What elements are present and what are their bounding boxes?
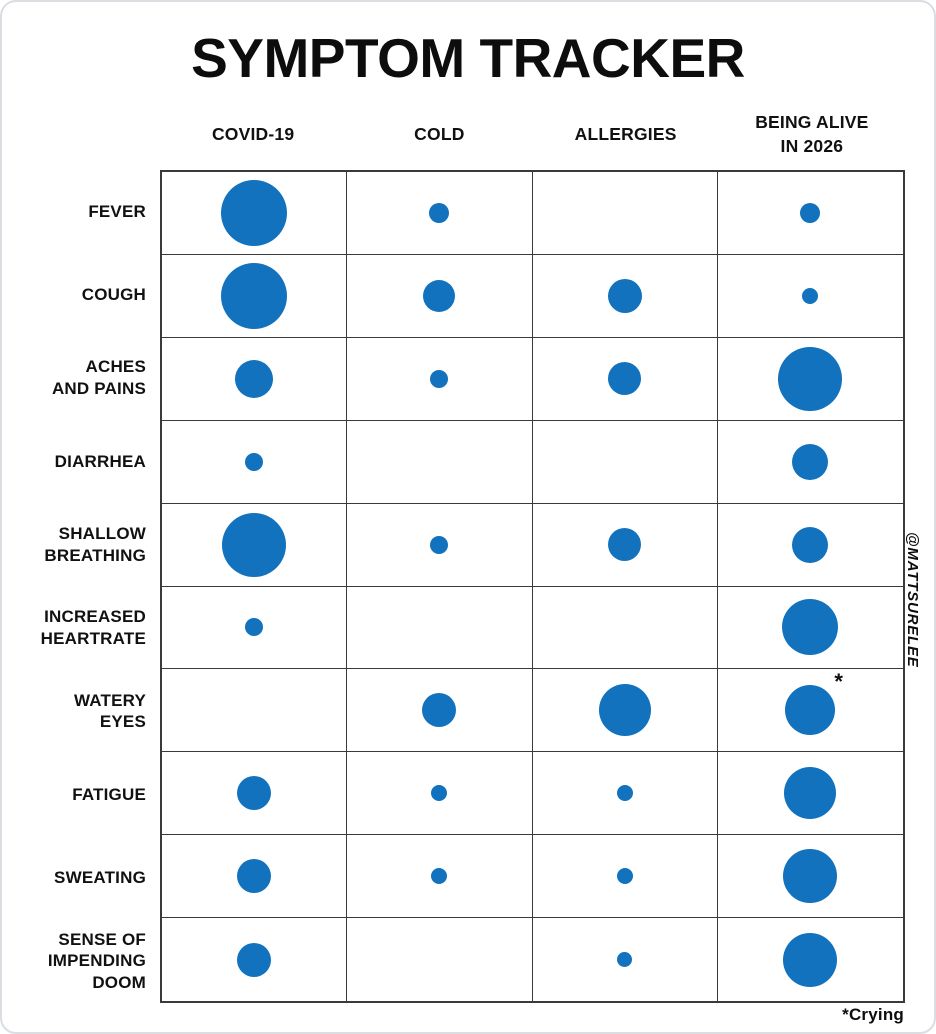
row-label-aches-and-pains: ACHES AND PAINS — [51, 357, 146, 399]
symptom-dot — [423, 279, 456, 312]
symptom-dot — [237, 859, 272, 894]
row-label-cough: COUGH — [81, 285, 146, 305]
cell-diarrhea-cold — [347, 420, 533, 504]
symptom-dot — [783, 849, 838, 904]
column-headers: COVID-19 COLD ALLERGIES BEING ALIVE IN 2026 — [160, 104, 905, 166]
symptom-dot — [431, 785, 448, 802]
row-label-watery-eyes: WATERY EYES — [73, 690, 146, 732]
cell-shallow-breathing-allergies — [532, 503, 718, 587]
symptom-dot — [617, 952, 633, 968]
row-label-sense-of-impending-doom: SENSE OF IMPENDING DOOM — [47, 929, 146, 993]
symptom-dot — [245, 618, 264, 637]
symptom-dot — [778, 346, 843, 411]
cell-sweating-allergies — [532, 835, 718, 919]
symptom-dot — [800, 202, 821, 223]
column-header-allergies: ALLERGIES — [574, 124, 677, 145]
symptom-dot — [608, 362, 642, 396]
column-header-being-alive-in-2026: BEING ALIVE IN 2026 — [755, 112, 869, 156]
symptom-dot — [802, 287, 819, 304]
cell-sweating-cold — [347, 835, 533, 919]
row-label-fever: FEVER — [88, 201, 146, 221]
cell-fatigue-being-alive-in-2026 — [717, 752, 903, 836]
symptom-dot — [616, 785, 633, 802]
row-labels: FEVER COUGH ACHES AND PAINS DIARRHEA SHALLOW B… — [0, 170, 146, 1003]
cell-fever-allergies — [532, 172, 718, 255]
cell-fatigue-allergies — [532, 752, 718, 836]
cell-shallow-breathing-cold — [347, 503, 533, 587]
cell-fatigue-covid-19 — [162, 752, 348, 836]
cell-cough-cold — [347, 254, 533, 338]
symptom-dot — [222, 512, 287, 577]
asterisk-marker: * — [834, 669, 843, 695]
cell-diarrhea-covid-19 — [162, 420, 348, 504]
symptom-dot — [784, 767, 837, 820]
credit-handle: @MATTSURELEE — [904, 532, 921, 668]
cell-aches-and-pains-covid-19 — [162, 337, 348, 421]
symptom-dot — [422, 693, 457, 728]
symptom-dot — [608, 528, 642, 562]
cell-fever-being-alive-in-2026 — [717, 172, 903, 255]
cell-aches-and-pains-cold — [347, 337, 533, 421]
cell-increased-heartrate-allergies — [532, 586, 718, 670]
symptom-dot — [237, 942, 272, 977]
cell-watery-eyes-covid-19 — [162, 669, 348, 753]
cell-fatigue-cold — [347, 752, 533, 836]
cell-cough-covid-19 — [162, 254, 348, 338]
symptom-dot — [237, 776, 272, 811]
cell-increased-heartrate-covid-19 — [162, 586, 348, 670]
cell-cough-being-alive-in-2026 — [717, 255, 903, 338]
cell-fever-cold — [347, 172, 533, 255]
cell-cough-allergies — [532, 254, 718, 338]
symptom-dot — [430, 369, 449, 388]
symptom-dot — [792, 526, 829, 563]
symptom-dot — [607, 278, 642, 313]
cell-sense-of-impending-doom-covid-19 — [162, 918, 348, 1001]
row-label-fatigue: FATIGUE — [72, 784, 146, 804]
cell-sense-of-impending-doom-allergies — [533, 918, 718, 1001]
bubble-matrix: * — [160, 170, 905, 1003]
cell-increased-heartrate-cold — [347, 586, 533, 670]
cell-sense-of-impending-doom-being-alive-in-2026 — [718, 918, 903, 1001]
row-label-sweating: SWEATING — [54, 868, 146, 888]
cell-diarrhea-allergies — [532, 420, 718, 504]
symptom-dot — [429, 202, 450, 223]
cell-increased-heartrate-being-alive-in-2026 — [717, 587, 903, 670]
column-header-cold: COLD — [414, 124, 465, 145]
cell-aches-and-pains-being-alive-in-2026 — [717, 338, 903, 421]
cell-shallow-breathing-covid-19 — [162, 503, 348, 587]
cell-shallow-breathing-being-alive-in-2026 — [717, 504, 903, 587]
symptom-dot — [598, 684, 651, 737]
row-label-diarrhea: DIARRHEA — [54, 451, 146, 471]
cell-sense-of-impending-doom-cold — [347, 918, 533, 1001]
cell-fever-covid-19 — [162, 172, 348, 255]
symptom-dot — [221, 262, 288, 329]
symptom-dot — [235, 359, 274, 398]
symptom-dot — [785, 685, 836, 736]
symptom-dot — [783, 932, 838, 987]
column-header-covid-19: COVID-19 — [211, 124, 295, 145]
symptom-dot — [431, 868, 448, 885]
footnote-crying: *Crying — [842, 1005, 904, 1024]
symptom-dot — [221, 179, 288, 246]
symptom-dot — [616, 868, 633, 885]
symptom-dot — [430, 535, 449, 554]
cell-watery-eyes-allergies — [532, 669, 718, 753]
row-label-shallow-breathing: SHALLOW BREATHING — [44, 524, 146, 565]
symptom-dot — [245, 452, 264, 471]
symptom-dot — [782, 599, 839, 656]
row-label-increased-heartrate: INCREASED HEARTRATE — [40, 607, 146, 649]
cell-aches-and-pains-allergies — [532, 337, 718, 421]
page-title: SYMPTOM TRACKER — [191, 27, 745, 89]
cell-diarrhea-being-alive-in-2026 — [717, 421, 903, 504]
cell-watery-eyes-being-alive-in-2026: * — [717, 669, 903, 753]
symptom-dot — [792, 443, 829, 480]
cell-watery-eyes-cold — [347, 669, 533, 753]
cell-sweating-being-alive-in-2026 — [717, 835, 903, 919]
cell-sweating-covid-19 — [162, 835, 348, 919]
